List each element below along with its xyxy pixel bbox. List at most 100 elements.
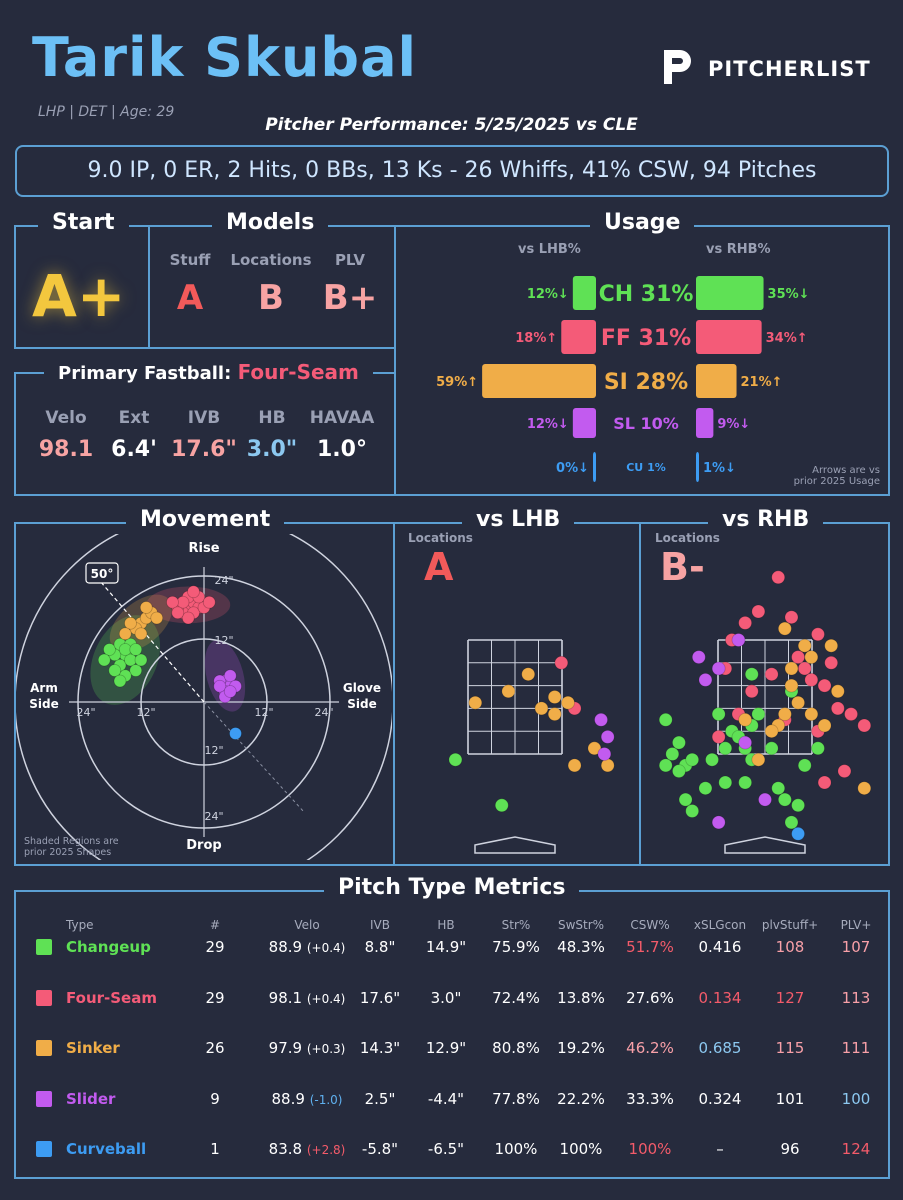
pitch-ivb: -5.8" <box>361 1140 399 1158</box>
movement-tick-label: 24" <box>214 574 233 587</box>
pitch-velo: 98.1 (+0.4) <box>257 989 357 1007</box>
movement-tick-label: 12" <box>204 744 223 757</box>
usage-note-line2: prior 2025 Usage <box>793 476 880 487</box>
location-point-ch <box>672 735 686 750</box>
pitch-csw: 46.2% <box>626 1039 674 1057</box>
usage-lhb-label: vs LHB% <box>518 242 581 257</box>
usage-bar-lhb <box>561 320 596 354</box>
usage-title: Usage <box>590 210 695 235</box>
home-plate-icon <box>474 836 556 854</box>
location-point-ff <box>844 707 858 722</box>
location-point-sl <box>731 633 746 647</box>
start-models-box <box>14 225 394 349</box>
pitch-plv: 113 <box>841 988 871 1007</box>
movement-point-ff <box>187 585 200 599</box>
pitch-swstr: 48.3% <box>557 938 605 956</box>
movement-point-si <box>150 611 164 625</box>
movement-tick-label: 12" <box>136 706 155 719</box>
location-point-si <box>561 695 575 710</box>
pitch-velo-diff: (+0.4) <box>306 941 346 955</box>
location-point-ff <box>784 610 799 625</box>
location-point-si <box>468 695 483 710</box>
arm-angle-line <box>93 573 205 703</box>
pitch-velo-value: 97.9 <box>268 1039 307 1057</box>
pitch-swstr: 13.8% <box>557 988 605 1007</box>
movement-point-sl <box>223 685 237 698</box>
fb-label-havaa: HAVAA <box>309 408 375 428</box>
pitch-type: Curveball <box>66 1140 147 1158</box>
usage-pitch-label: SI 28% <box>604 370 688 395</box>
usage-rhb-value: 21%↑ <box>741 375 783 390</box>
pitch-hb: 12.9" <box>425 1039 467 1057</box>
divider <box>148 225 150 347</box>
pitch-color-swatch <box>36 1040 52 1056</box>
pitch-plvstuff: 96 <box>780 1140 800 1158</box>
pitch-plv: 100 <box>841 1089 871 1108</box>
player-bio: LHP | DET | Age: 29 <box>38 104 175 120</box>
location-point-si <box>857 781 872 796</box>
usage-lhb-value: 59%↑ <box>436 375 478 390</box>
location-point-ch <box>494 798 509 813</box>
usage-rhb-label: vs RHB% <box>706 242 771 257</box>
location-point-ch <box>685 752 700 767</box>
pitch-plvstuff: 115 <box>775 1039 805 1057</box>
usage-lhb-value: 0%↓ <box>556 461 589 476</box>
pitch-plvstuff: 108 <box>775 938 805 956</box>
fb-value-ivb: 17.6" <box>171 437 237 462</box>
pitch-velo-diff: (+0.3) <box>306 1042 346 1056</box>
location-point-ff <box>830 701 845 716</box>
metrics-header: plvStuff+ <box>761 918 819 932</box>
location-point-si <box>824 638 839 653</box>
location-point-ch <box>738 775 753 790</box>
movement-point-si <box>134 627 148 641</box>
movement-point-ff <box>202 595 216 609</box>
location-point-ch <box>764 741 779 756</box>
location-point-si <box>817 718 832 733</box>
usage-bar-lhb <box>572 276 596 310</box>
pitch-ivb: 17.6" <box>359 988 401 1007</box>
stat-line: 9.0 IP, 0 ER, 2 Hits, 0 BBs, 13 Ks - 26 … <box>15 145 889 197</box>
metrics-header: xSLGcon <box>693 918 747 932</box>
location-point-ff <box>811 627 825 642</box>
pitch-xslgcon: – <box>716 1140 724 1158</box>
fb-label-ext: Ext <box>118 408 150 428</box>
model-label-locations: Locations <box>230 251 312 269</box>
location-point-ch <box>784 815 799 830</box>
location-point-si <box>784 678 799 693</box>
pitch-type: Sinker <box>66 1039 120 1057</box>
location-point-ch <box>811 741 825 756</box>
usage-bar-rhb <box>696 276 764 310</box>
location-point-sl <box>597 747 612 761</box>
usage-bar-lhb <box>482 364 596 398</box>
location-point-si <box>751 752 766 767</box>
usage-lhb-value: 18%↑ <box>515 331 557 346</box>
location-point-ch <box>711 707 726 722</box>
pitch-hb: -6.5" <box>427 1140 465 1158</box>
pitch-plv: 107 <box>841 938 871 956</box>
movement-label-rise: Rise <box>188 541 219 556</box>
location-point-ff <box>804 672 819 687</box>
pitch-velo-diff: (+2.8) <box>306 1143 346 1157</box>
location-point-ch <box>448 752 463 767</box>
pitch-type: Four-Seam <box>66 988 157 1007</box>
movement-point-ch <box>129 643 143 656</box>
pitch-velo-value: 98.1 <box>268 988 307 1007</box>
metrics-header: SwStr% <box>557 918 605 932</box>
movement-note-line2: prior 2025 Shapes <box>24 847 111 858</box>
pitch-count: 9 <box>210 1089 220 1108</box>
location-point-si <box>547 707 562 722</box>
pitch-xslgcon: 0.416 <box>698 938 742 956</box>
pitch-str: 80.8% <box>492 1039 540 1057</box>
pitch-count: 29 <box>205 938 225 956</box>
pitch-velo-value: 83.8 <box>268 1140 307 1158</box>
location-point-si <box>791 695 805 710</box>
pitch-xslgcon: 0.685 <box>698 1039 742 1057</box>
metrics-title: Pitch Type Metrics <box>324 875 580 900</box>
pitch-velo-value: 88.9 <box>268 938 307 956</box>
usage-pitch-label: CH 31% <box>599 282 694 307</box>
usage-lhb-value: 12%↓ <box>527 287 569 302</box>
usage-bar-lhb <box>572 408 596 438</box>
pitch-plvstuff: 127 <box>775 988 805 1007</box>
pitch-velo: 83.8 (+2.8) <box>257 1140 357 1158</box>
movement-point-sl <box>223 669 237 683</box>
